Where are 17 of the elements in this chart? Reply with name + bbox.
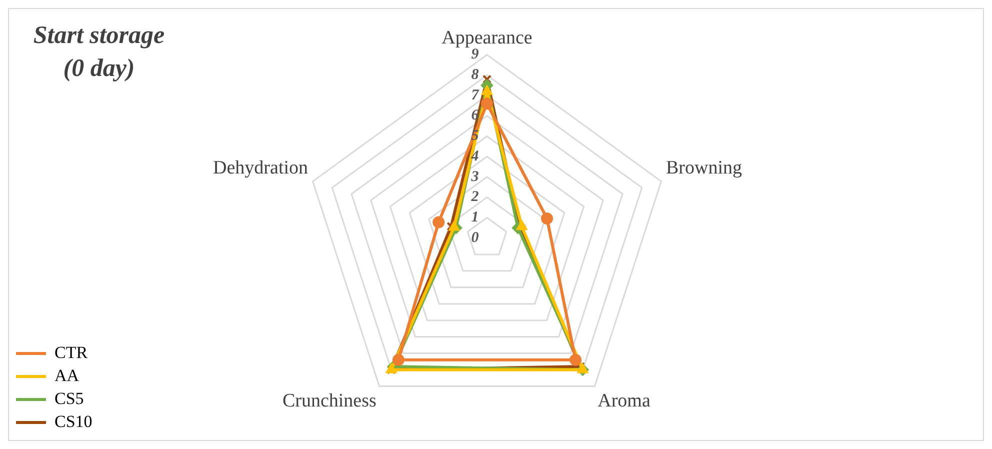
y-tick-label: 1 [471,210,479,226]
y-tick-label: 7 [471,87,480,104]
y-tick-label: 3 [470,168,480,185]
spoke-label: Crunchiness [282,390,376,412]
legend-label: CS10 [54,412,92,431]
y-tick-label: 9 [471,46,480,63]
chart-title: Start storage (0 day) [32,21,166,84]
spoke-label: Browning [666,157,742,178]
spoke-label: Aroma [598,390,651,412]
legend-label: CTR [54,342,88,362]
legend-label: AA [54,366,80,385]
spoke-label: Dehydration [213,157,308,178]
spoke-label: Appearance [442,27,532,48]
y-tick-label: 0 [471,230,480,246]
y-tick-label: 2 [470,189,480,206]
y-tick-label: 8 [471,67,480,84]
legend-label: CS5 [54,388,84,408]
